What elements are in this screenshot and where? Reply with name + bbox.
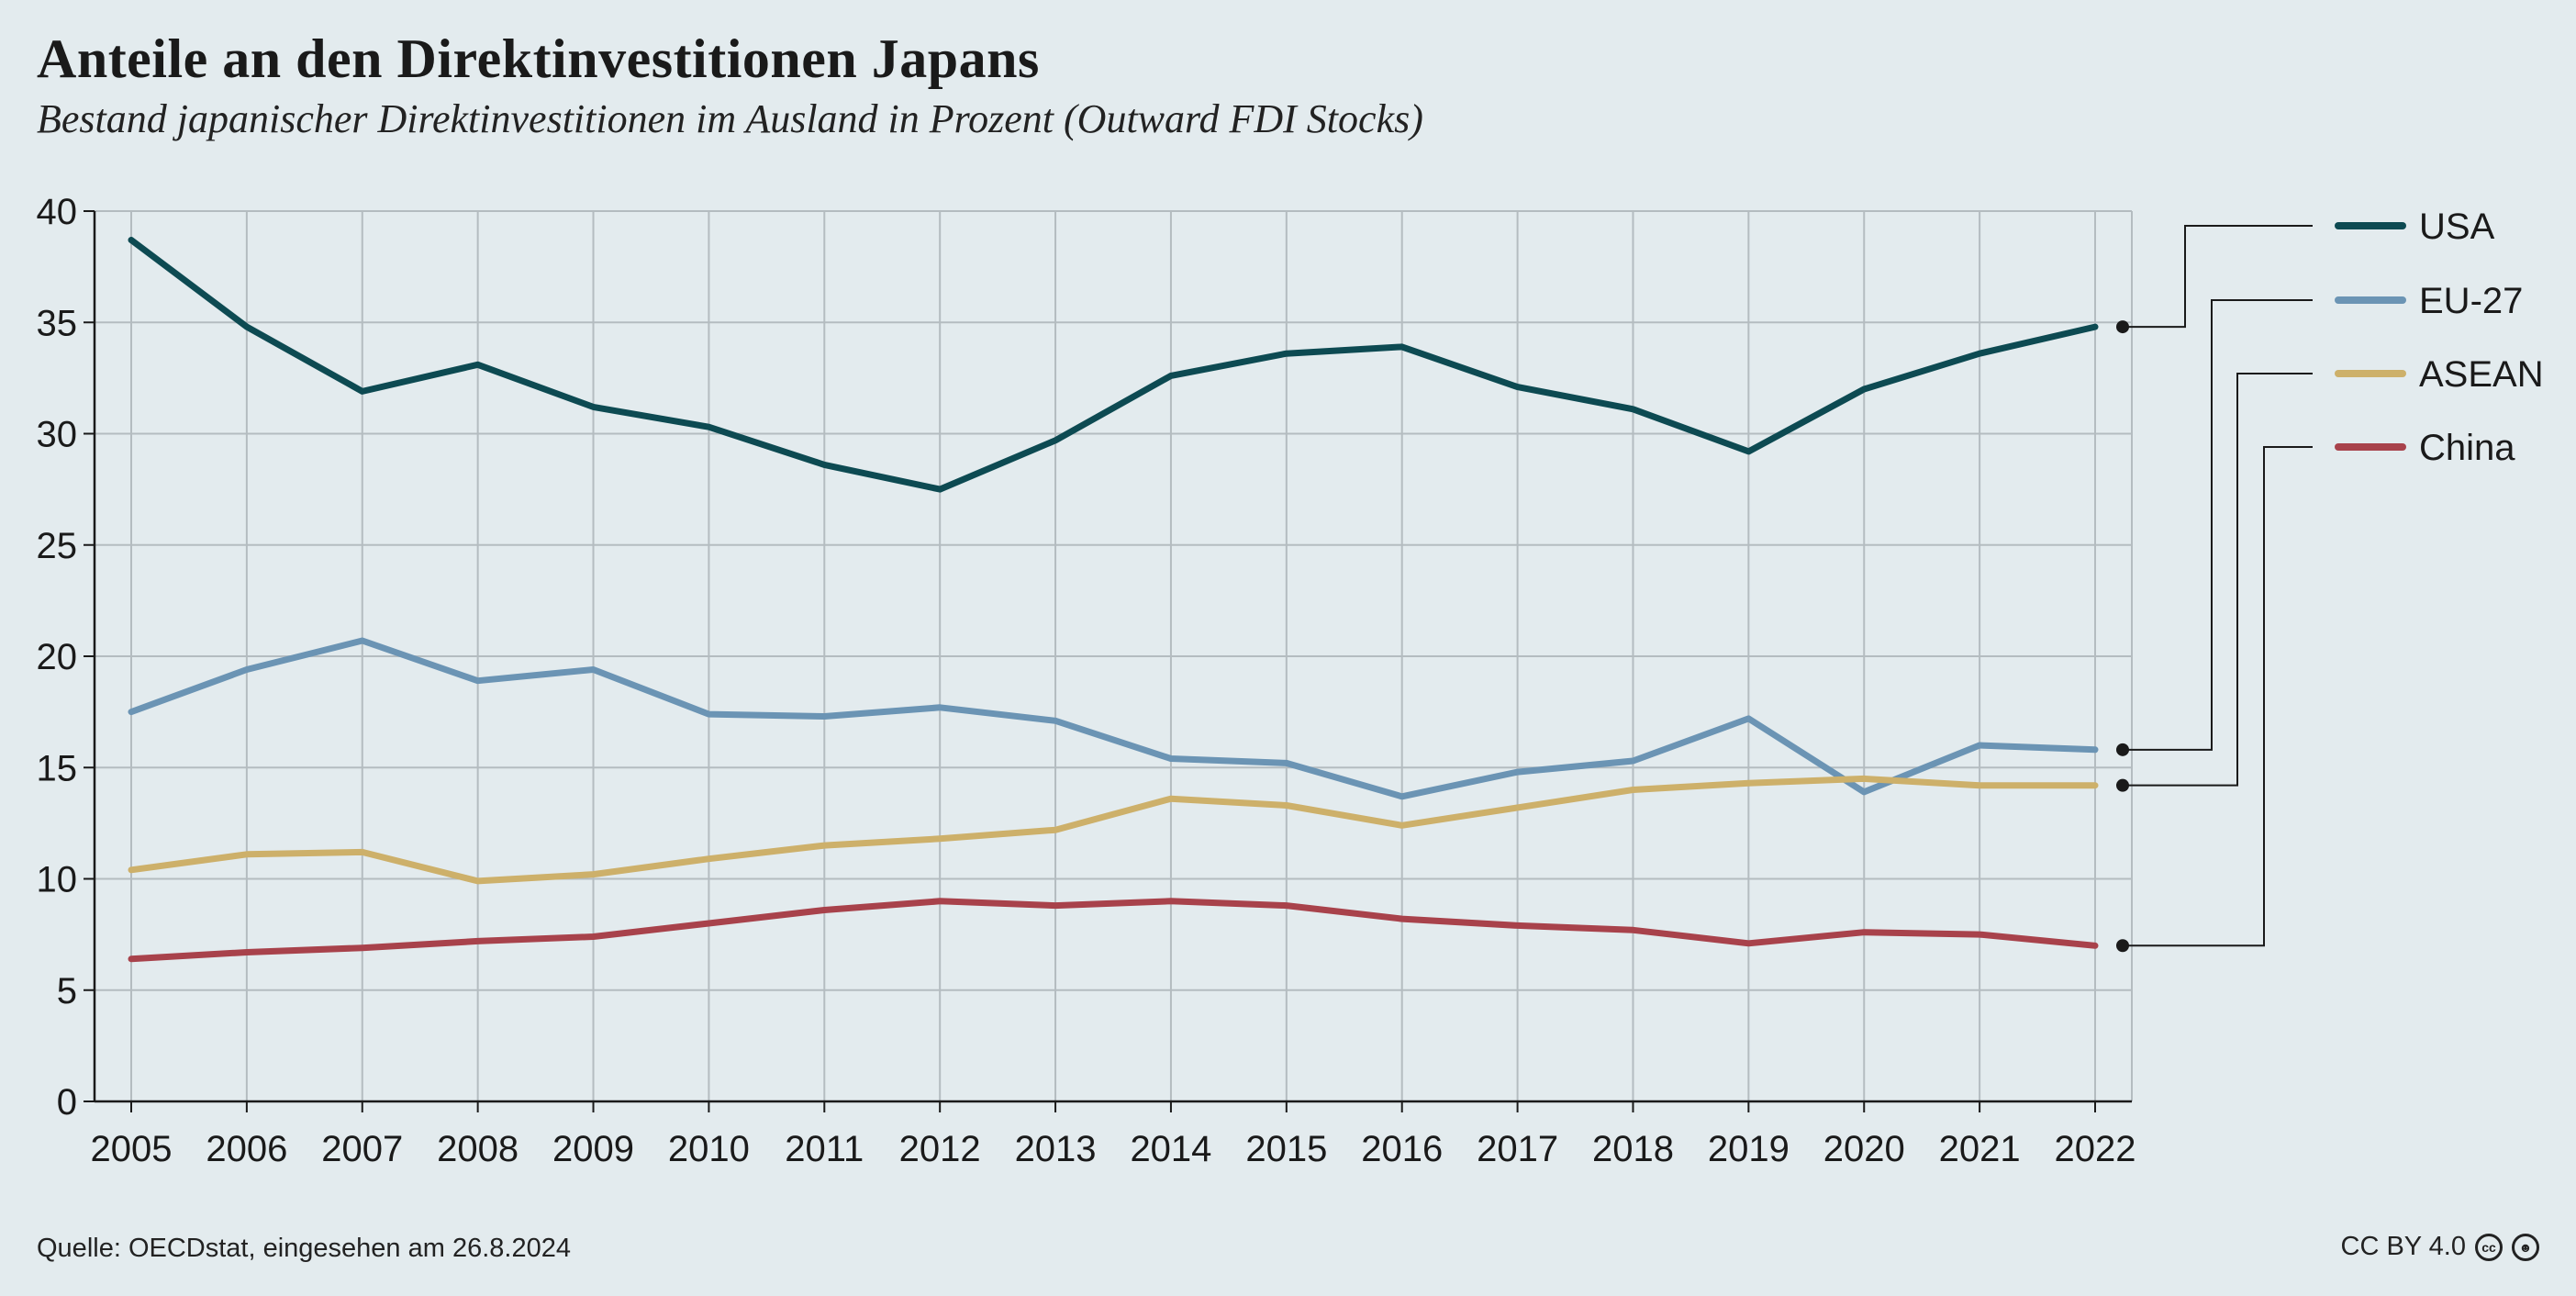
license-text: CC BY 4.0 bbox=[2340, 1232, 2466, 1261]
legend: USA EU-27 ASEAN China bbox=[2335, 207, 2544, 468]
x-tick-label: 2008 bbox=[437, 1129, 519, 1169]
y-tick-label: 40 bbox=[37, 192, 78, 232]
x-tick-label: 2014 bbox=[1130, 1129, 1211, 1169]
connector-china bbox=[2123, 446, 2313, 947]
x-tick-label: 2007 bbox=[321, 1129, 403, 1169]
x-tick-label: 2018 bbox=[1592, 1129, 1674, 1169]
cc-icon: cc bbox=[2475, 1233, 2503, 1261]
connector-asean bbox=[2123, 373, 2313, 787]
series-line-asean bbox=[128, 775, 2099, 885]
x-tick-label: 2011 bbox=[785, 1129, 864, 1169]
x-tick-label: 2019 bbox=[1708, 1129, 1790, 1169]
x-tick-label: 2010 bbox=[668, 1129, 750, 1169]
license-note: CC BY 4.0 cc ☻ bbox=[2341, 1232, 2539, 1262]
connector-eu-27 bbox=[2123, 299, 2313, 751]
x-tick-label: 2016 bbox=[1361, 1129, 1443, 1169]
y-tick-label: 15 bbox=[37, 748, 78, 788]
x-tick-label: 2013 bbox=[1015, 1129, 1097, 1169]
attribution-icon: ☻ bbox=[2512, 1233, 2539, 1261]
grid bbox=[95, 210, 2133, 1101]
x-tick-label: 2006 bbox=[206, 1129, 287, 1169]
connector-usa bbox=[2123, 225, 2313, 329]
chart-title: Anteile an den Direktinvestitionen Japan… bbox=[37, 28, 1040, 89]
series-line-china bbox=[128, 898, 2099, 963]
legend-connectors bbox=[2116, 225, 2313, 953]
source-note: Quelle: OECDstat, eingesehen am 26.8.202… bbox=[37, 1234, 571, 1263]
x-tick-label: 2005 bbox=[91, 1129, 173, 1169]
x-tick-label: 2009 bbox=[552, 1129, 634, 1169]
y-tick-label: 30 bbox=[37, 415, 78, 455]
x-tick-label: 2012 bbox=[899, 1129, 981, 1169]
y-tick-label: 35 bbox=[37, 303, 78, 343]
series-lines bbox=[128, 237, 2099, 963]
y-tick-label: 25 bbox=[37, 526, 78, 566]
x-tick-label: 2017 bbox=[1477, 1129, 1558, 1169]
legend-label-asean: ASEAN bbox=[2419, 354, 2544, 395]
axes: 0 5 10 15 20 25 30 35 40 2005 2006 2007 2008 2009 2010… bbox=[37, 192, 2136, 1169]
y-tick-label: 10 bbox=[37, 860, 78, 900]
series-line-eu-27 bbox=[128, 637, 2099, 800]
legend-label-eu-27: EU-27 bbox=[2419, 281, 2523, 321]
x-tick-label: 2021 bbox=[1939, 1129, 2021, 1169]
y-tick-label: 5 bbox=[57, 971, 77, 1011]
series-line-usa bbox=[128, 237, 2099, 493]
y-tick-label: 20 bbox=[37, 637, 78, 677]
x-tick-label: 2020 bbox=[1823, 1129, 1905, 1169]
legend-label-china: China bbox=[2419, 428, 2515, 468]
chart-subtitle: Bestand japanischer Direktinvestitionen … bbox=[37, 96, 1423, 141]
legend-label-usa: USA bbox=[2419, 207, 2495, 247]
x-tick-label: 2022 bbox=[2055, 1129, 2136, 1169]
y-tick-label: 0 bbox=[57, 1082, 77, 1123]
x-tick-label: 2015 bbox=[1245, 1129, 1327, 1169]
